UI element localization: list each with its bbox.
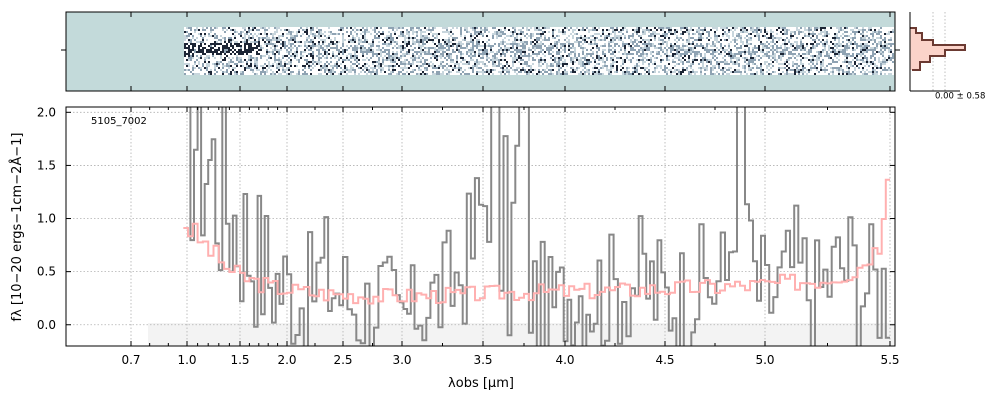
x-tick-label: 2.5 bbox=[333, 353, 352, 367]
x-tick-label: 4.0 bbox=[555, 353, 574, 367]
profile-panel: 0.00 ± 0.58 bbox=[909, 12, 985, 102]
x-tick-label: 4.5 bbox=[655, 353, 674, 367]
x-tick-labels: 0.7 1.0 1.5 2.0 2.5 3.0 3.5 4.0 4.5 5.0 5.5 bbox=[121, 353, 899, 367]
x-tick-label: 5.0 bbox=[755, 353, 774, 367]
y-tick-label: 2.0 bbox=[37, 105, 56, 119]
noise-label: 0.00 ± 0.58 bbox=[935, 92, 985, 102]
twod-ticks bbox=[61, 12, 900, 91]
profile-line bbox=[910, 27, 966, 71]
main-frame bbox=[65, 106, 896, 347]
y-tick-label: 0.5 bbox=[37, 265, 56, 279]
model-line bbox=[183, 178, 890, 305]
twod-frame bbox=[65, 11, 896, 92]
x-tick-label: 1.5 bbox=[230, 353, 249, 367]
y-tick-label: 1.5 bbox=[37, 158, 56, 172]
x-tick-label: 5.5 bbox=[880, 353, 899, 367]
object-id-label: 5105_7002 bbox=[91, 116, 147, 127]
y-tick-labels: 0.0 0.5 1.0 1.5 2.0 bbox=[37, 105, 56, 331]
twod-spectrum-pixels bbox=[184, 27, 894, 75]
noise-shade bbox=[148, 323, 895, 346]
y-tick-label: 1.0 bbox=[37, 212, 56, 226]
x-tick-label: 0.7 bbox=[121, 353, 140, 367]
y-axis-label: fλ [10−20 ergs−1cm−2Å−1] bbox=[9, 133, 25, 322]
main-panel: 0.7 1.0 1.5 2.0 2.5 3.0 3.5 4.0 4.5 5.0 5.5 0.0 0.5… bbox=[9, 105, 900, 391]
y-tick-label: 0.0 bbox=[37, 318, 56, 332]
x-tick-label: 2.0 bbox=[277, 353, 296, 367]
profile-fill bbox=[910, 28, 965, 70]
main-ticks bbox=[66, 107, 895, 346]
x-tick-label: 1.0 bbox=[177, 353, 196, 367]
twod-panel bbox=[61, 11, 900, 92]
x-axis-label: λobs [μm] bbox=[448, 376, 514, 391]
x-tick-label: 3.5 bbox=[473, 353, 492, 367]
x-tick-label: 3.0 bbox=[392, 353, 411, 367]
